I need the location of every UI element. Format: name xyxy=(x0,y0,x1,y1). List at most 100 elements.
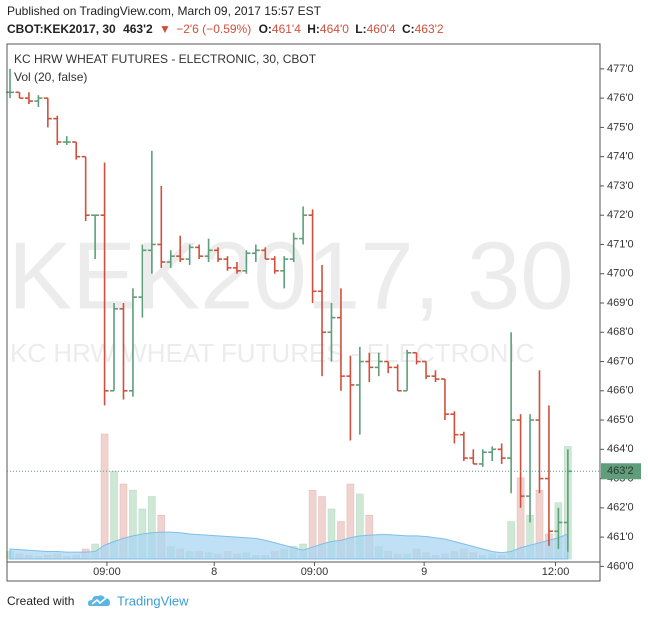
ohlc-bar xyxy=(119,302,128,400)
ohlc-bar xyxy=(469,449,478,465)
symbol: CBOT:KEK2017, 30 xyxy=(7,22,116,36)
ohlc-bar xyxy=(544,405,553,546)
ohlc-bar xyxy=(110,302,119,392)
ohlc-bar xyxy=(223,256,232,271)
change-arrow: ▼ xyxy=(159,22,171,36)
y-tick-label: 460'0 xyxy=(607,560,634,572)
high-value: 464'0 xyxy=(320,22,349,36)
last-price-label: 463'2 xyxy=(607,465,634,477)
ohlc-bar xyxy=(412,351,421,365)
ohlc-bar xyxy=(497,443,506,464)
y-tick-label: 467'0 xyxy=(607,355,634,367)
ohlc-bar xyxy=(403,349,412,392)
ohlc-bar xyxy=(280,256,289,289)
ohlc-bar xyxy=(554,507,563,549)
ohlc-bar xyxy=(374,352,383,377)
ohlc-bar xyxy=(24,92,33,104)
volume-bar xyxy=(100,433,109,560)
brand-logo xyxy=(88,595,110,606)
y-tick-label: 468'0 xyxy=(607,326,634,338)
close-label: C: xyxy=(402,22,415,36)
ohlc-bar xyxy=(440,378,449,421)
y-tick-label: 476'0 xyxy=(607,92,634,104)
y-tick-label: 473'0 xyxy=(607,180,634,192)
ohlc-bar xyxy=(166,250,175,268)
ohlc-bar xyxy=(251,244,260,263)
x-tick-label: 9 xyxy=(421,566,427,578)
ohlc-bar xyxy=(431,370,440,383)
ohlc-bar xyxy=(214,247,223,263)
y-tick-label: 470'0 xyxy=(607,268,634,280)
ohlc-bar xyxy=(393,364,402,392)
ohlc-bar xyxy=(185,244,194,265)
watermark: KEK2017, 30 xyxy=(8,222,574,329)
logo-line xyxy=(91,597,107,605)
ohlc-bar xyxy=(147,150,156,274)
ohlc-bar xyxy=(138,244,147,318)
x-tick-label: 09:00 xyxy=(93,566,121,578)
y-tick-label: 466'0 xyxy=(607,385,634,397)
ohlc-bar xyxy=(34,95,43,107)
published-note: Published on TradingView.com, March 09, … xyxy=(7,4,322,18)
ohlc-bar xyxy=(232,262,241,274)
y-tick-label: 472'0 xyxy=(607,209,634,221)
ohlc-bar xyxy=(318,264,327,377)
ohlc-bar xyxy=(72,141,81,160)
ohlc-bar xyxy=(308,209,317,303)
open-label: O: xyxy=(259,22,272,36)
ohlc-bar xyxy=(81,155,90,222)
y-tick-label: 474'0 xyxy=(607,151,634,163)
y-tick-label: 471'0 xyxy=(607,238,634,250)
ohlc-bar xyxy=(53,115,62,145)
ohlc-bar xyxy=(270,256,279,274)
plot-area: KEK2017, 30 KC HRW WHEAT FUTURES - ELECT… xyxy=(6,68,574,560)
high-label: H: xyxy=(307,22,320,36)
brand-name[interactable]: TradingView xyxy=(117,593,189,608)
ohlc-bar xyxy=(261,247,270,260)
ohlc-bar xyxy=(157,185,166,268)
ohlc-bar xyxy=(327,302,336,362)
ohlc-bar xyxy=(450,411,459,444)
last-price: 463'2 xyxy=(123,22,153,36)
ohlc-bar xyxy=(422,360,431,380)
open-value: 461'4 xyxy=(272,22,301,36)
logo-cloud xyxy=(88,595,110,606)
y-tick-label: 469'0 xyxy=(607,297,634,309)
ohlc-bar xyxy=(336,288,345,391)
ohlc-bar xyxy=(535,370,544,494)
ohlc-bar xyxy=(507,332,516,494)
x-tick-label: 12:00 xyxy=(542,566,570,578)
ohlc-bar xyxy=(195,244,204,260)
y-tick-label: 477'0 xyxy=(607,63,634,75)
y-tick-label: 461'0 xyxy=(607,531,634,543)
x-tick-label: 8 xyxy=(211,566,217,578)
ohlc-bar xyxy=(242,250,251,274)
ohlc-bar xyxy=(15,91,24,99)
ohlc-bar xyxy=(516,414,525,508)
ohlc-bar xyxy=(91,214,100,260)
symbol-line: CBOT:KEK2017, 30 463'2 ▼ −2'6 (−0.59%) O… xyxy=(7,22,444,36)
y-tick-label: 475'0 xyxy=(607,121,634,133)
volume-ma-area xyxy=(9,531,569,560)
close-value: 463'2 xyxy=(415,22,444,36)
change: −2'6 (−0.59%) xyxy=(176,22,251,36)
last-price-badge xyxy=(601,463,641,480)
y-tick-label: 465'0 xyxy=(607,414,634,426)
ohlc-bar xyxy=(299,206,308,245)
y-tick-label: 462'0 xyxy=(607,502,634,514)
chart-title: KC HRW WHEAT FUTURES - ELECTRONIC, 30, C… xyxy=(14,52,317,66)
low-label: L: xyxy=(355,22,366,36)
ohlc-bar xyxy=(384,360,393,374)
ohlc-bar xyxy=(43,97,52,128)
ohlc-bar xyxy=(176,235,185,263)
volume-legend: Vol (20, false) xyxy=(14,70,87,84)
watermark-subtitle: KC HRW WHEAT FUTURES - ELECTRONIC xyxy=(10,338,534,368)
ohlc-bar xyxy=(204,238,213,263)
ohlc-bar xyxy=(128,288,137,397)
ohlc-bar xyxy=(355,346,364,435)
ohlc-bar xyxy=(526,414,535,523)
x-tick-label: 09:00 xyxy=(301,566,329,578)
ohlc-bar xyxy=(62,136,71,145)
